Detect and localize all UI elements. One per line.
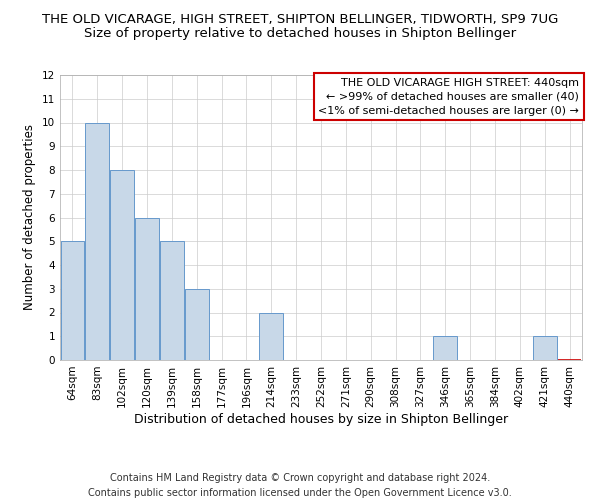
Bar	[533, 336, 557, 360]
Bar	[259, 312, 283, 360]
Text: Size of property relative to detached houses in Shipton Bellinger: Size of property relative to detached ho…	[84, 28, 516, 40]
Text: THE OLD VICARAGE HIGH STREET: 440sqm
← >99% of detached houses are smaller (40)
: THE OLD VICARAGE HIGH STREET: 440sqm ← >…	[319, 78, 579, 116]
Y-axis label: Number of detached properties: Number of detached properties	[23, 124, 37, 310]
Text: THE OLD VICARAGE, HIGH STREET, SHIPTON BELLINGER, TIDWORTH, SP9 7UG: THE OLD VICARAGE, HIGH STREET, SHIPTON B…	[42, 12, 558, 26]
Bar	[85, 122, 109, 360]
X-axis label: Distribution of detached houses by size in Shipton Bellinger: Distribution of detached houses by size …	[134, 412, 508, 426]
Bar	[135, 218, 159, 360]
Bar	[61, 242, 84, 360]
Bar	[110, 170, 134, 360]
Bar	[160, 242, 184, 360]
Bar	[433, 336, 457, 360]
Text: Contains HM Land Registry data © Crown copyright and database right 2024.
Contai: Contains HM Land Registry data © Crown c…	[88, 472, 512, 498]
Bar	[185, 289, 209, 360]
